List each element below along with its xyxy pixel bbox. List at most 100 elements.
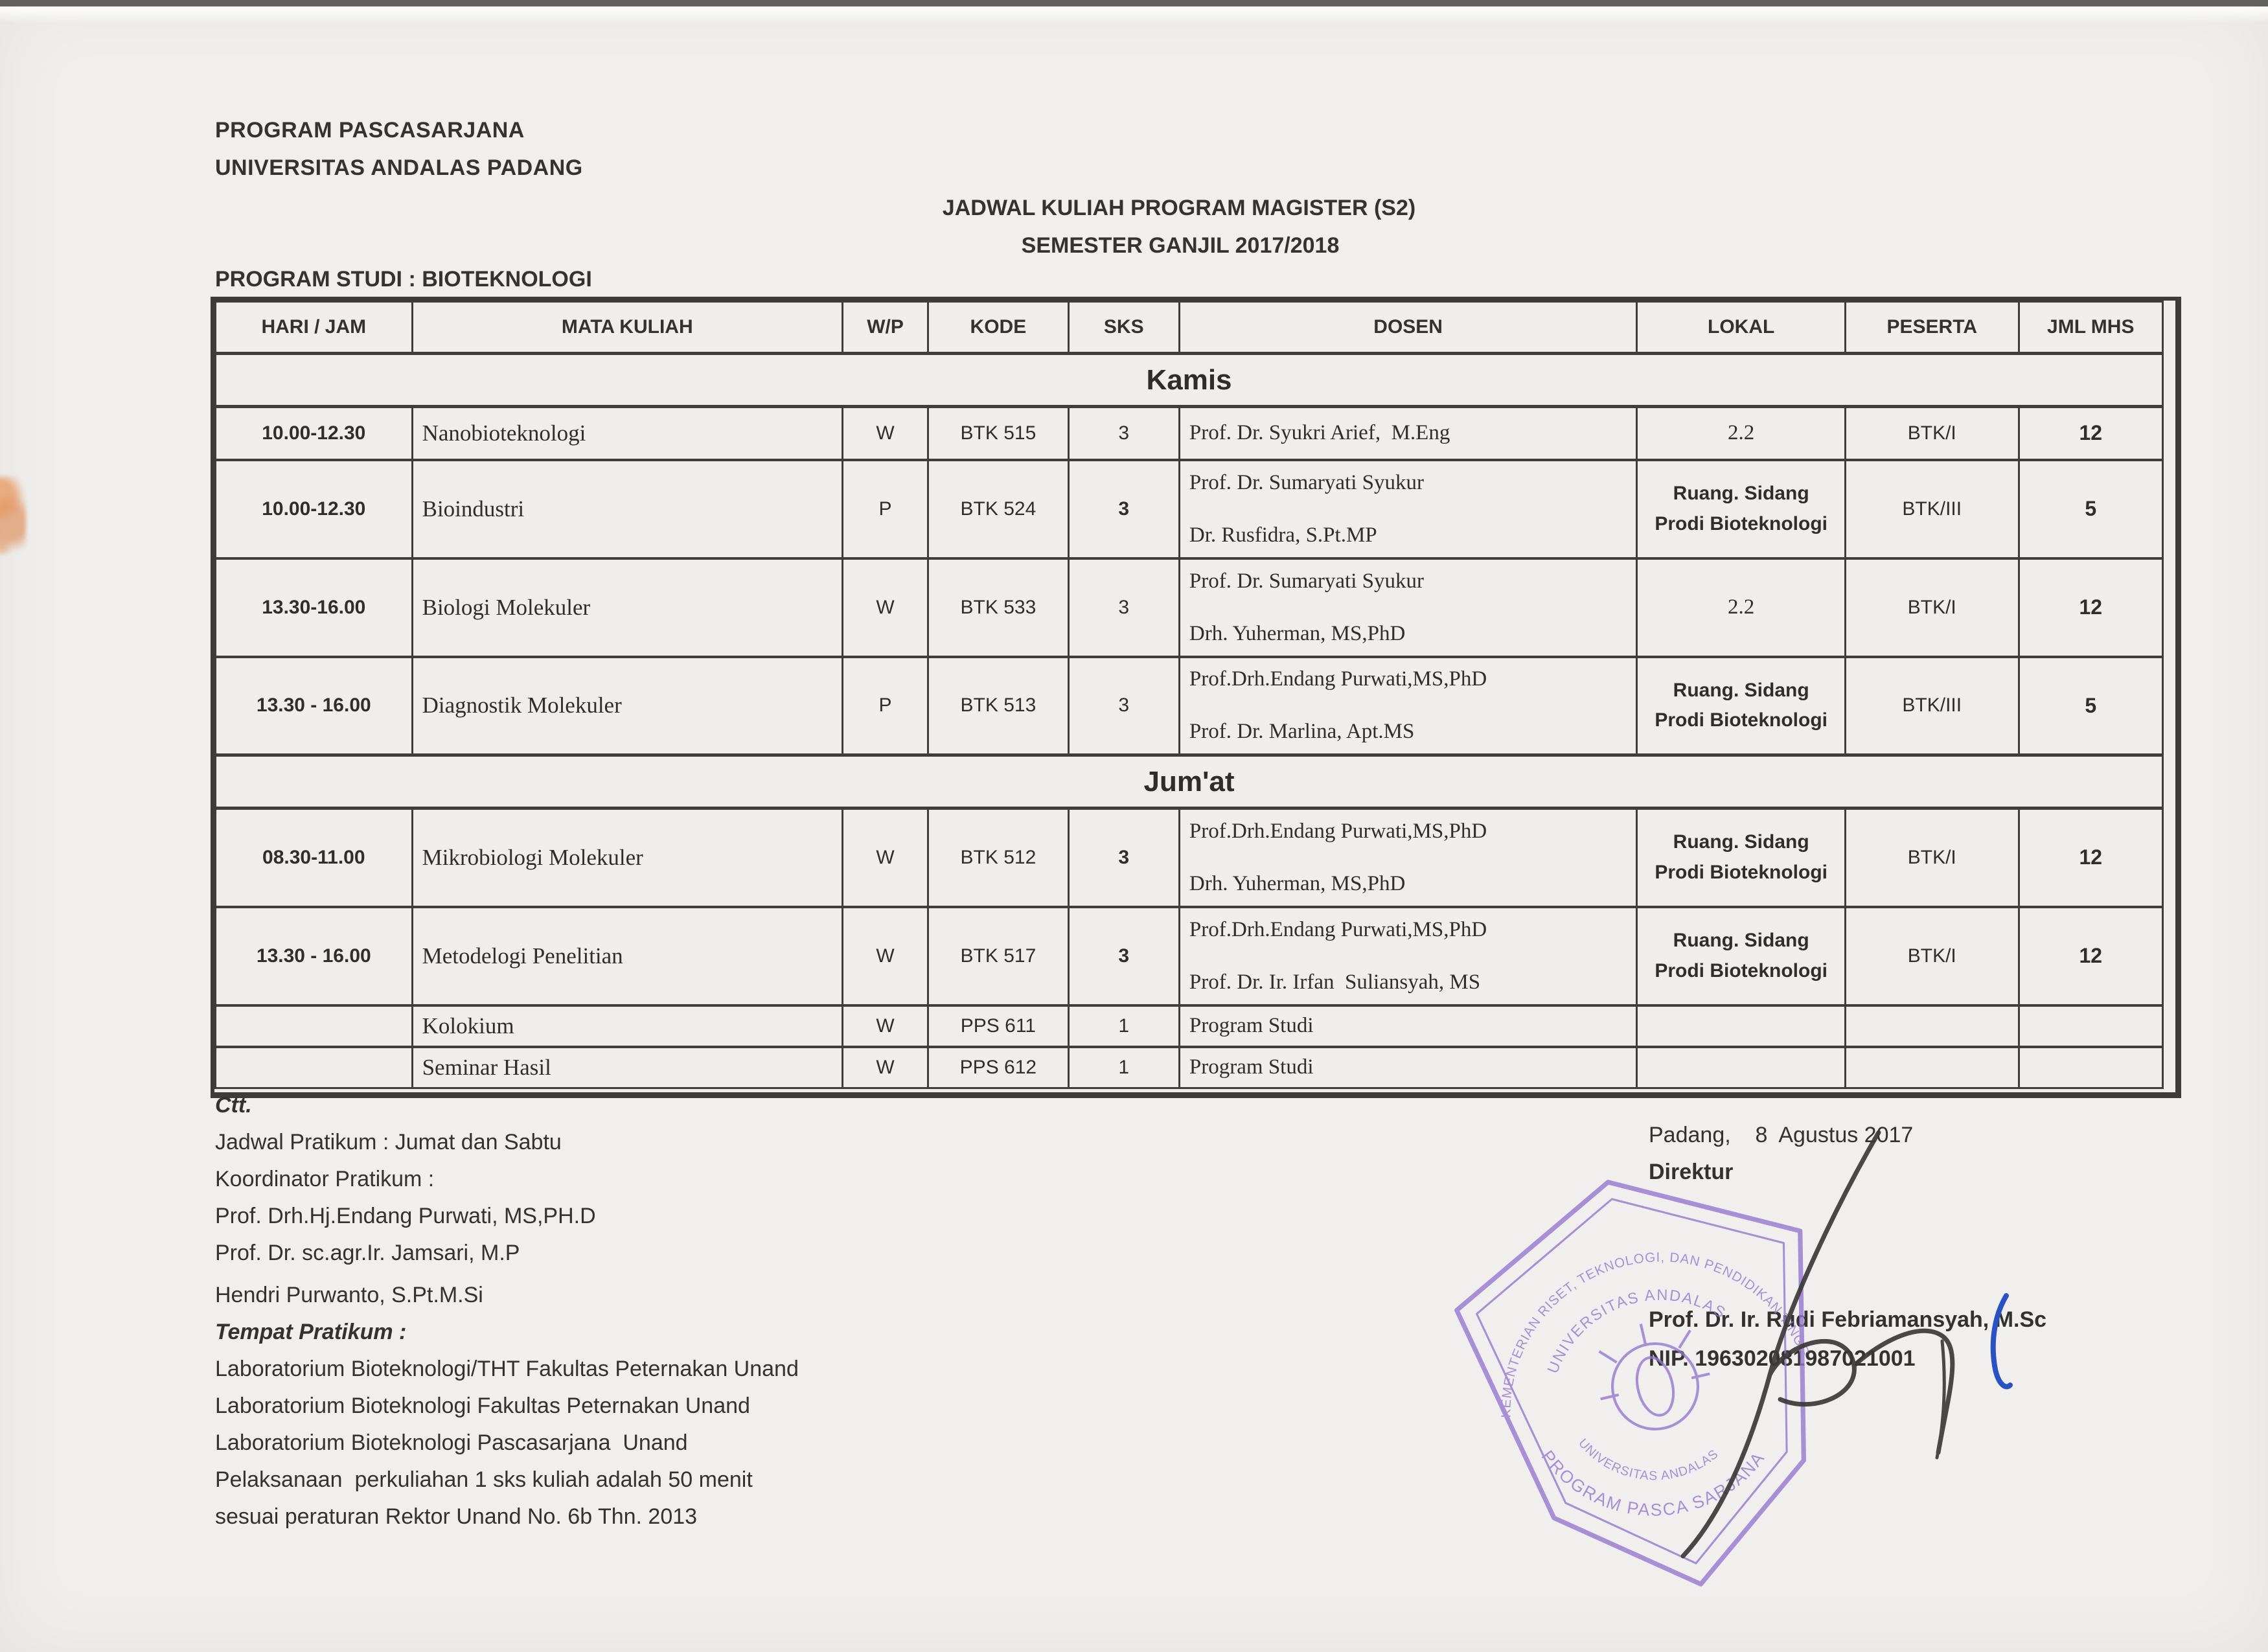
- dosen-line: Prof. Dr. Syukri Arief, M.Eng: [1189, 421, 1450, 445]
- cell-course: Metodelogi Penelitian: [411, 905, 843, 1006]
- cell-sks: 3: [1067, 655, 1180, 756]
- cell-time: 10.00-12.30: [214, 405, 413, 461]
- dosen-line: Program Studi: [1189, 1014, 1314, 1037]
- table-row: 10.00-12.30 Nanobioteknologi W BTK 515 3 Prof…: [214, 405, 2164, 461]
- cell-wp: P: [841, 655, 930, 756]
- dosen-line: Dr. Rusfidra, S.Pt.MP: [1189, 523, 1377, 547]
- cell-kode: BTK 515: [927, 405, 1070, 461]
- day-section-row: Jum'at: [214, 753, 2164, 810]
- stamp-text-top-inner: UNIVERSITAS ANDALAS: [1531, 1270, 1735, 1379]
- cell-dosen: Prof.Drh.Endang Purwati,MS,PhD Prof. Dr. …: [1178, 655, 1638, 756]
- cell-course: Nanobioteknologi: [411, 405, 843, 461]
- cell-time: 08.30-11.00: [214, 807, 413, 908]
- column-header-0: HARI / JAM: [214, 301, 413, 355]
- cell-course: Kolokium: [411, 1004, 843, 1048]
- cell-sks: 1: [1067, 1045, 1180, 1089]
- note-line: Tempat Pratikum :: [215, 1320, 407, 1344]
- notes-block: Ctt. Jadwal Pratikum : Jumat dan Sabtu Koo…: [215, 1087, 1187, 1535]
- cell-wp: W: [841, 1045, 930, 1089]
- note-line: Laboratorium Bioteknologi Pascasarjana U…: [215, 1430, 688, 1455]
- dosen-line: Drh. Yuherman, MS,PhD: [1189, 871, 1406, 895]
- column-header-7: PESERTA: [1844, 301, 2020, 355]
- program-study-line: PROGRAM STUDI : BIOTEKNOLOGI: [215, 267, 592, 292]
- cell-jml: 5: [2017, 655, 2164, 756]
- cell-peserta: BTK/I: [1844, 405, 2020, 461]
- stamp-text-top: KEMENTERIAN RISET, TEKNOLOGI, DAN PENDID…: [1419, 1128, 1813, 1434]
- cell-jml: 12: [2017, 905, 2164, 1006]
- cell-course: Mikrobiologi Molekuler: [411, 807, 843, 908]
- cell-peserta: [1844, 1045, 2020, 1089]
- cell-dosen: Prof. Dr. Sumaryati Syukur Drh. Yuherman,…: [1178, 556, 1638, 658]
- day-section-row: Kamis: [214, 352, 2164, 408]
- cell-jml: 12: [2017, 807, 2164, 908]
- ink-stain: [0, 476, 26, 554]
- cell-peserta: BTK/I: [1844, 556, 2020, 658]
- cell-sks: 3: [1067, 556, 1180, 658]
- schedule-table-frame: HARI / JAM MATA KULIAH W/P KODE SKS DOSEN LOKA…: [211, 297, 2181, 1098]
- note-line: Prof. Drh.Hj.Endang Purwati, MS,PH.D: [215, 1204, 596, 1228]
- cell-sks: 1: [1067, 1004, 1180, 1048]
- scanner-edge-strip: [0, 0, 2268, 6]
- dosen-line: Prof. Dr. Sumaryati Syukur: [1189, 470, 1424, 494]
- cell-time: 10.00-12.30: [214, 458, 413, 559]
- table-row: 13.30 - 16.00 Diagnostik Molekuler P BTK 51…: [214, 655, 2164, 756]
- column-header-1: MATA KULIAH: [411, 301, 843, 355]
- table-header-row: HARI / JAM MATA KULIAH W/P KODE SKS DOSEN LOKA…: [214, 301, 2164, 355]
- cell-dosen: Prof. Dr. Sumaryati Syukur Dr. Rusfidra, …: [1178, 458, 1638, 559]
- university-stamp: KEMENTERIAN RISET, TEKNOLOGI, DAN PENDID…: [1419, 1128, 1813, 1587]
- note-line: Hendri Purwanto, S.Pt.M.Si: [215, 1283, 483, 1307]
- dosen-line: Prof.Drh.Endang Purwati,MS,PhD: [1189, 667, 1487, 691]
- cell-lokal: Ruang. Sidang Prodi Bioteknologi: [1636, 807, 1846, 908]
- cell-kode: BTK 512: [927, 807, 1070, 908]
- cell-wp: W: [841, 405, 930, 461]
- cell-lokal: Ruang. Sidang Prodi Bioteknologi: [1636, 458, 1846, 559]
- blue-paraph-mark: [1990, 1293, 2013, 1390]
- day-label: Kamis: [214, 352, 2164, 408]
- cell-sks: 3: [1067, 807, 1180, 908]
- org-name-line1: PROGRAM PASCASARJANA: [215, 118, 525, 143]
- cell-peserta: BTK/III: [1844, 458, 2020, 559]
- column-header-8: JML MHS: [2017, 301, 2164, 355]
- cell-peserta: BTK/I: [1844, 905, 2020, 1006]
- cell-dosen: Prof. Dr. Syukri Arief, M.Eng: [1178, 405, 1638, 461]
- dosen-line: Prof. Dr. Sumaryati Syukur: [1189, 569, 1424, 593]
- cell-kode: BTK 524: [927, 458, 1070, 559]
- cell-sks: 3: [1067, 905, 1180, 1006]
- note-line: Koordinator Pratikum :: [215, 1167, 435, 1191]
- cell-time: [214, 1004, 413, 1048]
- cell-course: Biologi Molekuler: [411, 556, 843, 658]
- dosen-line: Prof. Dr. Ir. Irfan Suliansyah, MS: [1189, 970, 1481, 994]
- cell-time: [214, 1045, 413, 1089]
- cell-peserta: BTK/III: [1844, 655, 2020, 756]
- schedule-table: HARI / JAM MATA KULIAH W/P KODE SKS DOSEN LOKA…: [214, 301, 2164, 1089]
- column-header-4: SKS: [1067, 301, 1180, 355]
- cell-wp: W: [841, 556, 930, 658]
- cell-course: Seminar Hasil: [411, 1045, 843, 1089]
- dosen-line: Prof. Dr. Marlina, Apt.MS: [1189, 720, 1415, 744]
- dosen-line: Program Studi: [1189, 1055, 1314, 1079]
- cell-kode: PPS 612: [927, 1045, 1070, 1089]
- table-row: 13.30-16.00 Biologi Molekuler W BTK 533 3 Pro…: [214, 556, 2164, 658]
- column-header-2: W/P: [841, 301, 930, 355]
- table-row: Kolokium W PPS 611 1 Program Studi: [214, 1004, 2164, 1048]
- cell-sks: 3: [1067, 458, 1180, 559]
- cell-sks: 3: [1067, 405, 1180, 461]
- column-header-3: KODE: [927, 301, 1070, 355]
- cell-kode: PPS 611: [927, 1004, 1070, 1048]
- table-row: 08.30-11.00 Mikrobiologi Molekuler W BTK 51…: [214, 807, 2164, 908]
- note-line: Jadwal Pratikum : Jumat dan Sabtu: [215, 1130, 562, 1154]
- cell-lokal: [1636, 1004, 1846, 1048]
- cell-kode: BTK 533: [927, 556, 1070, 658]
- cell-kode: BTK 517: [927, 905, 1070, 1006]
- cell-wp: W: [841, 905, 930, 1006]
- cell-dosen: Program Studi: [1178, 1004, 1638, 1048]
- document-subtitle: SEMESTER GANJIL 2017/2018: [1021, 233, 1340, 258]
- cell-peserta: [1844, 1004, 2020, 1048]
- cell-jml: 12: [2017, 405, 2164, 461]
- cell-peserta: BTK/I: [1844, 807, 2020, 908]
- cell-jml: 12: [2017, 556, 2164, 658]
- cell-dosen: Prof.Drh.Endang Purwati,MS,PhD Prof. Dr. …: [1178, 905, 1638, 1006]
- day-label: Jum'at: [214, 753, 2164, 810]
- table-row: Seminar Hasil W PPS 612 1 Program Studi: [214, 1045, 2164, 1089]
